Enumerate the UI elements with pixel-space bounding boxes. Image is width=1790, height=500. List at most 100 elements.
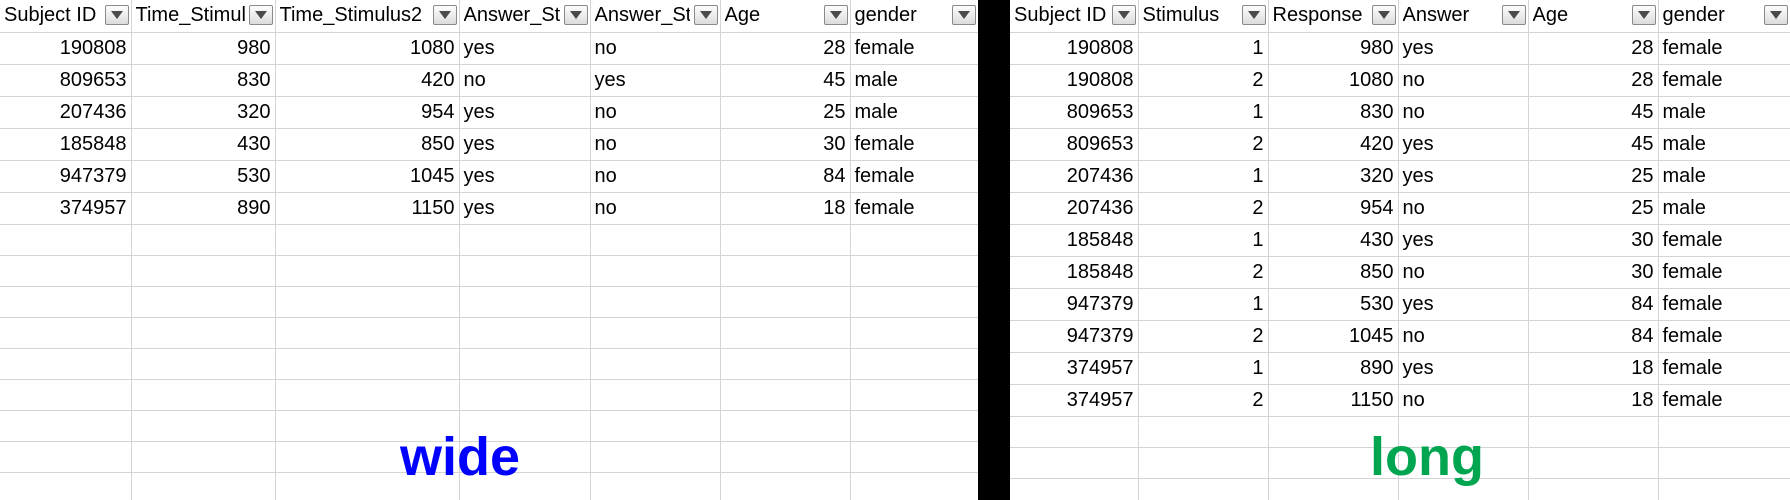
cell-gender[interactable]: male [1658, 192, 1790, 225]
empty-cell[interactable] [1138, 478, 1269, 500]
cell-subject-id[interactable]: 374957 [1010, 384, 1139, 417]
cell-response[interactable]: 420 [1268, 128, 1399, 161]
empty-cell[interactable] [590, 441, 721, 473]
empty-cell[interactable] [1268, 416, 1399, 448]
empty-cell[interactable] [590, 379, 721, 411]
empty-cell[interactable] [459, 441, 591, 473]
cell-answer-stimulus2[interactable]: no [590, 160, 721, 193]
cell-response[interactable]: 1150 [1268, 384, 1399, 417]
cell-subject-id[interactable]: 374957 [0, 192, 132, 225]
empty-cell[interactable] [459, 348, 591, 380]
empty-cell[interactable] [850, 410, 978, 442]
column-header-gender[interactable]: gender [1658, 0, 1790, 33]
cell-answer-stimulus2[interactable]: no [590, 192, 721, 225]
cell-age[interactable]: 25 [1528, 160, 1659, 193]
empty-cell[interactable] [275, 410, 460, 442]
cell-age[interactable]: 84 [720, 160, 851, 193]
column-header-time-stimulus2[interactable]: Time_Stimulus2 [275, 0, 460, 33]
empty-cell[interactable] [131, 317, 276, 349]
cell-subject-id[interactable]: 185848 [1010, 224, 1139, 257]
cell-response[interactable]: 890 [1268, 352, 1399, 385]
cell-age[interactable]: 45 [1528, 96, 1659, 129]
cell-stimulus[interactable]: 1 [1138, 32, 1269, 65]
filter-dropdown-icon[interactable] [563, 5, 588, 25]
empty-cell[interactable] [459, 410, 591, 442]
empty-cell[interactable] [720, 441, 851, 473]
cell-gender[interactable]: female [1658, 320, 1790, 353]
cell-time-stimulus2[interactable]: 420 [275, 64, 460, 97]
cell-gender[interactable]: female [1658, 224, 1790, 257]
column-header-response[interactable]: Response [1268, 0, 1399, 33]
filter-dropdown-icon[interactable] [104, 5, 129, 25]
empty-cell[interactable] [720, 410, 851, 442]
cell-gender[interactable]: female [1658, 288, 1790, 321]
cell-response[interactable]: 1045 [1268, 320, 1399, 353]
filter-dropdown-icon[interactable] [823, 5, 848, 25]
cell-answer-stimulus2[interactable]: no [590, 32, 721, 65]
cell-age[interactable]: 18 [1528, 352, 1659, 385]
empty-cell[interactable] [850, 224, 978, 256]
cell-stimulus[interactable]: 2 [1138, 128, 1269, 161]
empty-cell[interactable] [590, 255, 721, 287]
empty-cell[interactable] [0, 379, 132, 411]
empty-cell[interactable] [275, 472, 460, 500]
cell-age[interactable]: 25 [1528, 192, 1659, 225]
cell-subject-id[interactable]: 374957 [1010, 352, 1139, 385]
empty-cell[interactable] [1528, 416, 1659, 448]
cell-response[interactable]: 320 [1268, 160, 1399, 193]
empty-cell[interactable] [459, 379, 591, 411]
cell-answer[interactable]: no [1398, 256, 1529, 289]
cell-stimulus[interactable]: 2 [1138, 256, 1269, 289]
empty-cell[interactable] [1658, 416, 1790, 448]
empty-cell[interactable] [850, 472, 978, 500]
empty-cell[interactable] [720, 472, 851, 500]
cell-age[interactable]: 45 [1528, 128, 1659, 161]
cell-gender[interactable]: female [1658, 64, 1790, 97]
empty-cell[interactable] [1658, 447, 1790, 479]
empty-cell[interactable] [1528, 447, 1659, 479]
empty-cell[interactable] [1268, 478, 1399, 500]
cell-answer[interactable]: no [1398, 384, 1529, 417]
cell-response[interactable]: 1080 [1268, 64, 1399, 97]
cell-answer[interactable]: yes [1398, 224, 1529, 257]
cell-age[interactable]: 18 [1528, 384, 1659, 417]
cell-age[interactable]: 45 [720, 64, 851, 97]
empty-cell[interactable] [131, 348, 276, 380]
cell-answer[interactable]: yes [1398, 160, 1529, 193]
empty-cell[interactable] [1010, 478, 1139, 500]
empty-cell[interactable] [275, 379, 460, 411]
empty-cell[interactable] [131, 472, 276, 500]
empty-cell[interactable] [459, 317, 591, 349]
cell-subject-id[interactable]: 185848 [0, 128, 132, 161]
empty-cell[interactable] [275, 255, 460, 287]
cell-gender[interactable]: female [850, 128, 978, 161]
empty-cell[interactable] [590, 348, 721, 380]
empty-cell[interactable] [275, 286, 460, 318]
cell-subject-id[interactable]: 207436 [1010, 192, 1139, 225]
empty-cell[interactable] [131, 224, 276, 256]
cell-subject-id[interactable]: 947379 [1010, 320, 1139, 353]
empty-cell[interactable] [590, 286, 721, 318]
column-header-age[interactable]: Age [1528, 0, 1659, 33]
cell-subject-id[interactable]: 190808 [1010, 64, 1139, 97]
cell-time-stimulus1[interactable]: 890 [131, 192, 276, 225]
cell-subject-id[interactable]: 809653 [1010, 96, 1139, 129]
empty-cell[interactable] [1268, 447, 1399, 479]
cell-answer-stimulus1[interactable]: yes [459, 192, 591, 225]
cell-answer[interactable]: no [1398, 192, 1529, 225]
cell-gender[interactable]: female [1658, 32, 1790, 65]
cell-age[interactable]: 25 [720, 96, 851, 129]
cell-response[interactable]: 850 [1268, 256, 1399, 289]
empty-cell[interactable] [131, 255, 276, 287]
empty-cell[interactable] [720, 224, 851, 256]
column-header-answer[interactable]: Answer [1398, 0, 1529, 33]
cell-age[interactable]: 84 [1528, 320, 1659, 353]
empty-cell[interactable] [850, 317, 978, 349]
cell-subject-id[interactable]: 207436 [0, 96, 132, 129]
empty-cell[interactable] [850, 255, 978, 287]
empty-cell[interactable] [1528, 478, 1659, 500]
empty-cell[interactable] [1138, 416, 1269, 448]
empty-cell[interactable] [459, 286, 591, 318]
cell-answer[interactable]: no [1398, 96, 1529, 129]
cell-subject-id[interactable]: 947379 [0, 160, 132, 193]
